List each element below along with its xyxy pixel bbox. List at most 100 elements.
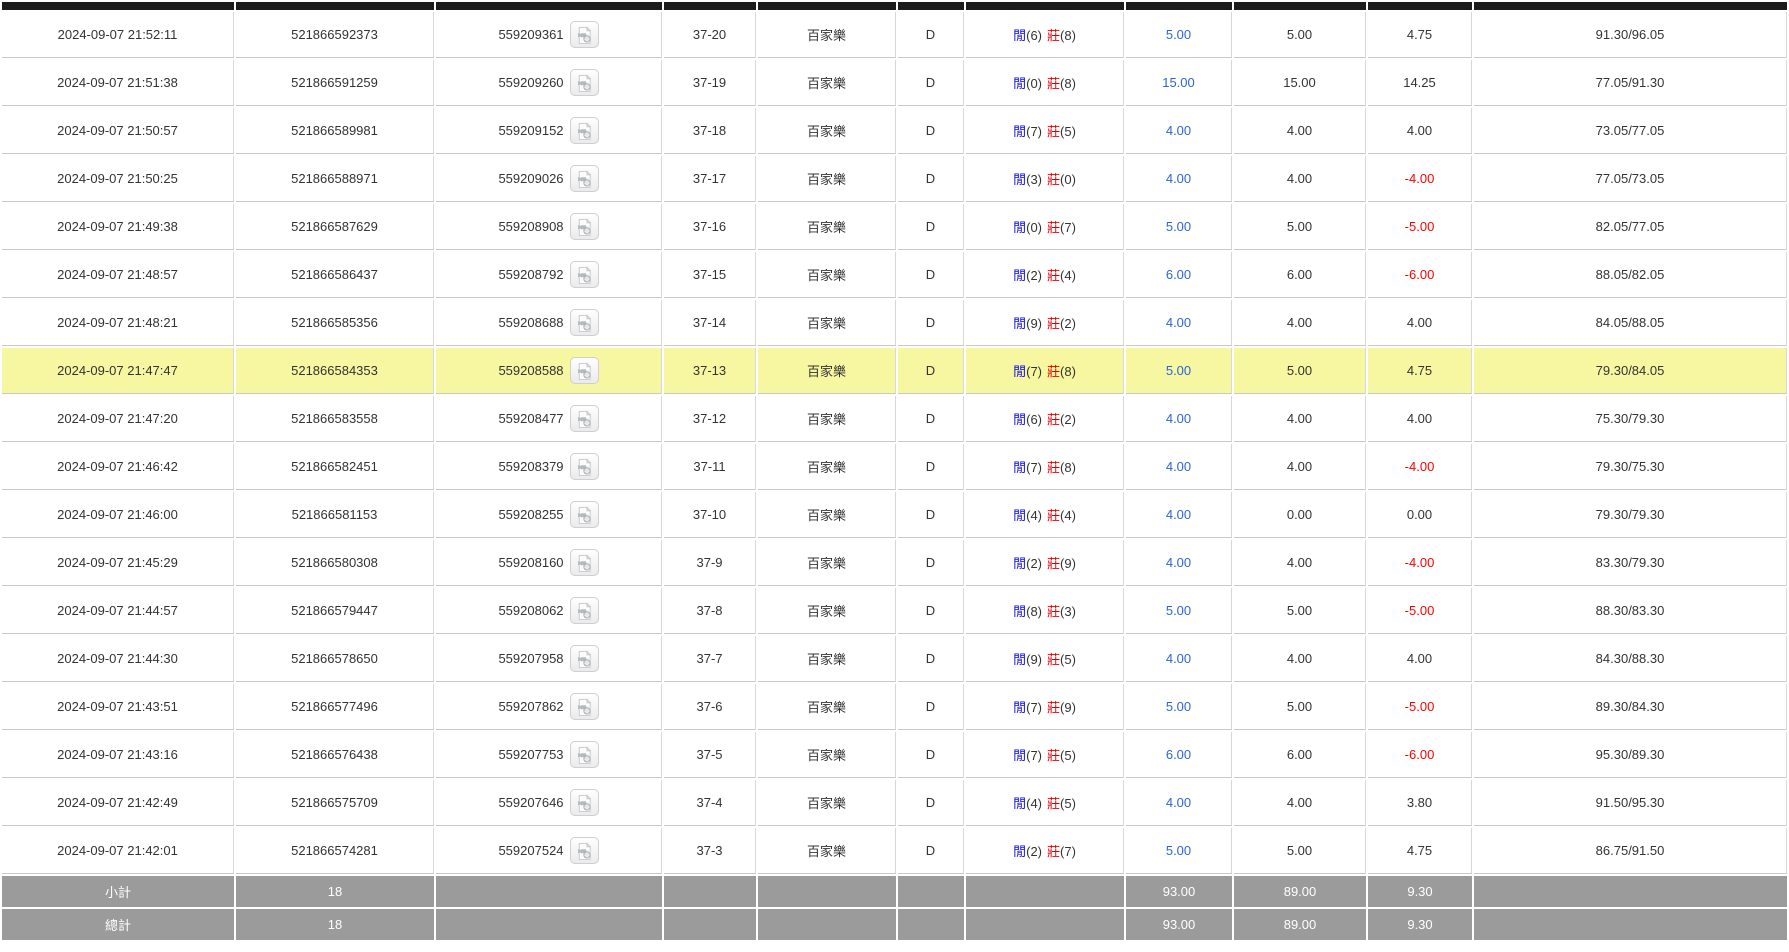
bet-time: 2024-09-07 21:50:25: [2, 156, 234, 202]
bet-amount-link[interactable]: 4.00: [1126, 636, 1232, 682]
bet-amount-link[interactable]: 5.00: [1126, 348, 1232, 394]
banker-score: (5): [1060, 796, 1076, 811]
video-replay-button[interactable]: [569, 693, 599, 720]
video-replay-button[interactable]: [569, 741, 599, 768]
video-replay-button[interactable]: [569, 117, 599, 144]
table-row[interactable]: 2024-09-07 21:45:29 521866580308 5592081…: [2, 540, 1787, 586]
video-replay-button[interactable]: [569, 501, 599, 528]
table-row[interactable]: 2024-09-07 21:49:38 521866587629 5592089…: [2, 204, 1787, 250]
balance: 89.30/84.30: [1474, 684, 1787, 730]
game-result: 閒(9) 莊(2): [966, 300, 1124, 346]
table-row[interactable]: 2024-09-07 21:48:57 521866586437 5592087…: [2, 252, 1787, 298]
bet-amount-link[interactable]: 4.00: [1126, 396, 1232, 442]
table-row[interactable]: 2024-09-07 21:47:20 521866583558 5592084…: [2, 396, 1787, 442]
video-replay-icon: [577, 409, 591, 428]
table-row[interactable]: 2024-09-07 21:46:00 521866581153 5592082…: [2, 492, 1787, 538]
video-replay-button[interactable]: [569, 645, 599, 672]
table-row[interactable]: 2024-09-07 21:52:11 521866592373 5592093…: [2, 12, 1787, 58]
banker-label: 莊: [1047, 316, 1061, 331]
video-replay-button[interactable]: [569, 309, 599, 336]
bet-amount-link[interactable]: 4.00: [1126, 492, 1232, 538]
game-type: 百家樂: [758, 732, 896, 778]
table-row[interactable]: 2024-09-07 21:43:51 521866577496 5592078…: [2, 684, 1787, 730]
banker-score: (2): [1060, 316, 1076, 331]
bet-amount-link[interactable]: 5.00: [1126, 204, 1232, 250]
video-replay-button[interactable]: [569, 789, 599, 816]
video-replay-button[interactable]: [569, 261, 599, 288]
banker-score: (7): [1060, 220, 1076, 235]
table-row[interactable]: 2024-09-07 21:42:49 521866575709 5592076…: [2, 780, 1787, 826]
table-row[interactable]: 2024-09-07 21:43:16 521866576438 5592077…: [2, 732, 1787, 778]
player-label: 閒: [1013, 508, 1027, 523]
game-id: 559207524: [498, 843, 564, 858]
empty-cell: [664, 876, 756, 907]
video-replay-button[interactable]: [569, 213, 599, 240]
bet-amount-link[interactable]: 15.00: [1126, 60, 1232, 106]
empty-cell: [898, 909, 964, 940]
game-type: 百家樂: [758, 300, 896, 346]
bet-amount-link[interactable]: 5.00: [1126, 828, 1232, 874]
valid-amount: 5.00: [1234, 828, 1366, 874]
video-replay-button[interactable]: [569, 69, 599, 96]
balance: 88.30/83.30: [1474, 588, 1787, 634]
empty-cell: [898, 876, 964, 907]
video-replay-icon: [577, 793, 591, 812]
video-replay-button[interactable]: [569, 453, 599, 480]
bet-amount-link[interactable]: 4.00: [1126, 156, 1232, 202]
game-id-cell: 559207753: [436, 732, 662, 778]
video-replay-button[interactable]: [569, 549, 599, 576]
table-row[interactable]: 2024-09-07 21:47:47 521866584353 5592085…: [2, 348, 1787, 394]
bet-amount-link[interactable]: 6.00: [1126, 252, 1232, 298]
header-cell: [664, 2, 756, 10]
table-row[interactable]: 2024-09-07 21:50:25 521866588971 5592090…: [2, 156, 1787, 202]
game-id-cell: 559208908: [436, 204, 662, 250]
bet-amount-link[interactable]: 4.00: [1126, 444, 1232, 490]
game-result: 閒(8) 莊(3): [966, 588, 1124, 634]
table-row[interactable]: 2024-09-07 21:44:30 521866578650 5592079…: [2, 636, 1787, 682]
table-row[interactable]: 2024-09-07 21:50:57 521866589981 5592091…: [2, 108, 1787, 154]
video-replay-icon: [577, 841, 591, 860]
game-id: 559209260: [498, 75, 564, 90]
game-type: 百家樂: [758, 540, 896, 586]
table-row[interactable]: 2024-09-07 21:48:21 521866585356 5592086…: [2, 300, 1787, 346]
bet-amount-link[interactable]: 4.00: [1126, 108, 1232, 154]
bet-amount-link[interactable]: 5.00: [1126, 588, 1232, 634]
video-replay-button[interactable]: [569, 21, 599, 48]
table-row[interactable]: 2024-09-07 21:44:57 521866579447 5592080…: [2, 588, 1787, 634]
bet-amount-link[interactable]: 4.00: [1126, 540, 1232, 586]
bet-amount-link[interactable]: 5.00: [1126, 684, 1232, 730]
subtotal-row: 小計 18 93.00 89.00 9.30: [2, 876, 1787, 907]
bet-amount-link[interactable]: 5.00: [1126, 12, 1232, 58]
table-code: D: [898, 828, 964, 874]
game-id: 559208160: [498, 555, 564, 570]
table-row[interactable]: 2024-09-07 21:51:38 521866591259 5592092…: [2, 60, 1787, 106]
video-replay-button[interactable]: [569, 837, 599, 864]
bet-amount-link[interactable]: 4.00: [1126, 300, 1232, 346]
table-row[interactable]: 2024-09-07 21:46:42 521866582451 5592083…: [2, 444, 1787, 490]
valid-amount: 0.00: [1234, 492, 1366, 538]
game-result: 閒(4) 莊(4): [966, 492, 1124, 538]
total-valid: 89.00: [1234, 909, 1366, 940]
player-score: (3): [1026, 172, 1042, 187]
player-score: (7): [1026, 748, 1042, 763]
video-replay-button[interactable]: [569, 597, 599, 624]
banker-score: (9): [1060, 556, 1076, 571]
header-cell: [2, 2, 234, 10]
player-label: 閒: [1013, 844, 1027, 859]
table-header-bar: [2, 2, 1787, 10]
table-row[interactable]: 2024-09-07 21:42:01 521866574281 5592075…: [2, 828, 1787, 874]
table-code: D: [898, 204, 964, 250]
bet-amount-link[interactable]: 6.00: [1126, 732, 1232, 778]
empty-cell: [758, 909, 896, 940]
banker-score: (8): [1060, 364, 1076, 379]
video-replay-button[interactable]: [569, 405, 599, 432]
video-replay-button[interactable]: [569, 357, 599, 384]
player-label: 閒: [1013, 172, 1027, 187]
player-label: 閒: [1013, 76, 1027, 91]
video-replay-button[interactable]: [569, 165, 599, 192]
bet-amount-link[interactable]: 4.00: [1126, 780, 1232, 826]
valid-amount: 4.00: [1234, 780, 1366, 826]
bet-time: 2024-09-07 21:47:20: [2, 396, 234, 442]
game-id-cell: 559208255: [436, 492, 662, 538]
game-id: 559208255: [498, 507, 564, 522]
